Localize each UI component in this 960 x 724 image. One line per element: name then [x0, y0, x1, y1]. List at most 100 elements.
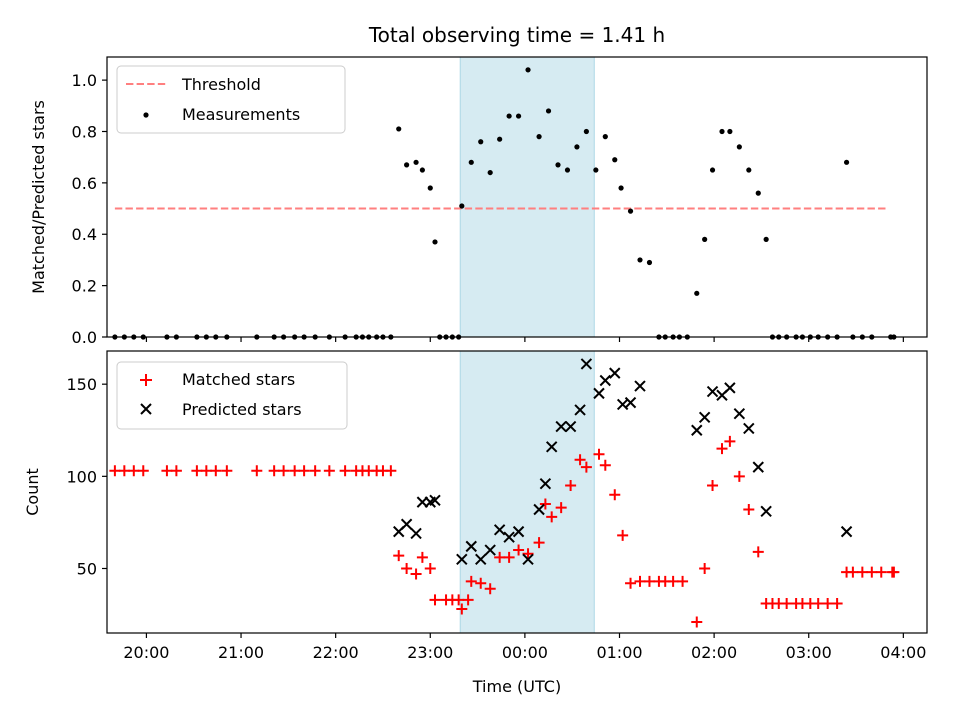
matched-star-point — [888, 566, 900, 578]
matched-star-point — [191, 465, 203, 477]
x-tick-label: 22:00 — [313, 643, 359, 662]
matched-star-point — [609, 489, 621, 501]
predicted-star-point — [475, 553, 487, 565]
top-y-tick-label: 0.2 — [72, 277, 97, 296]
measurement-point — [396, 126, 402, 132]
top-y-axis: 0.0 0.2 0.4 0.6 0.8 1.0 — [72, 71, 107, 347]
matched-star-point — [410, 568, 422, 580]
predicted-star-point — [484, 544, 496, 556]
legend-matched-swatch — [140, 374, 152, 386]
predicted-star-point — [465, 540, 477, 553]
matched-star-point — [289, 465, 301, 477]
matched-star-point — [822, 598, 834, 610]
top-x-axis — [145, 337, 904, 342]
matched-star-point — [453, 594, 465, 606]
bottom-y-axis: 50 100 150 — [66, 375, 107, 578]
matched-star-point — [278, 465, 290, 477]
matched-star-point — [475, 577, 487, 589]
matched-star-point — [733, 470, 745, 482]
predicted-star-point — [840, 525, 853, 538]
predicted-star-point — [564, 420, 577, 433]
predicted-star-point — [512, 525, 525, 538]
predicted-star-point — [752, 461, 764, 473]
matched-star-point — [634, 575, 646, 587]
legend-matched-label: Matched stars — [182, 370, 295, 389]
measurement-point — [413, 159, 419, 165]
top-axes-frame — [106, 56, 928, 338]
top-legend-box — [116, 65, 346, 134]
matched-star-point — [128, 465, 140, 477]
matched-star-point — [533, 537, 545, 549]
x-tick-label: 23:00 — [407, 643, 453, 662]
predicted-star-point — [580, 358, 593, 370]
bottom-y-tick-label: 100 — [66, 467, 97, 486]
matched-star-point — [513, 544, 525, 556]
x-tick-label: 01:00 — [596, 643, 642, 662]
matched-star-point — [503, 551, 515, 563]
measurement-point — [646, 259, 653, 266]
measurement-point — [843, 159, 850, 165]
measurement-point — [602, 134, 608, 140]
x-tick-label: 21:00 — [218, 643, 264, 662]
matched-star-point — [268, 465, 280, 477]
predicted-star-point — [400, 518, 413, 530]
matched-star-point — [812, 598, 824, 610]
matched-star-point — [847, 566, 859, 578]
matched-star-point — [831, 598, 843, 610]
legend-predicted-swatch — [140, 403, 152, 415]
predicted-star-point — [724, 382, 736, 394]
measurement-point — [763, 236, 769, 242]
predicted-star-point — [593, 387, 605, 400]
measurement-point — [427, 185, 433, 191]
matched-star-point — [385, 465, 397, 477]
predicted-star-point — [691, 424, 703, 436]
matched-star-point — [109, 465, 121, 477]
predicted-star-point — [555, 420, 567, 433]
matched-star-point — [752, 546, 764, 558]
matched-star-point — [599, 459, 611, 471]
predicted-star-point — [743, 422, 755, 435]
predicted-star-point — [533, 503, 545, 516]
measurement-point — [525, 67, 531, 73]
measurement-point — [627, 208, 634, 214]
top-legend: Threshold Measurements — [116, 65, 346, 134]
matched-stars-points — [109, 435, 900, 628]
measurement-point — [497, 136, 503, 142]
legend-measurements-swatch — [143, 112, 149, 118]
measurement-point — [618, 185, 624, 191]
chart-title: Total observing time = 1.41 h — [368, 23, 665, 47]
matched-star-point — [424, 562, 436, 574]
measurement-point — [432, 239, 438, 245]
matched-star-point — [429, 594, 441, 606]
matched-star-point — [309, 465, 321, 477]
predicted-star-point — [698, 411, 711, 424]
measurement-point — [583, 128, 589, 135]
measurement-point — [536, 134, 542, 140]
measurement-point — [719, 128, 725, 135]
matched-star-point — [522, 548, 534, 560]
matched-star-point — [161, 465, 173, 477]
measurement-point — [478, 139, 484, 145]
matched-star-point — [137, 465, 149, 477]
top-y-tick-label: 0.6 — [72, 174, 97, 193]
matched-star-point — [625, 577, 637, 589]
matched-star-point — [565, 480, 577, 492]
matched-star-point — [580, 461, 592, 473]
matched-star-point — [677, 575, 689, 587]
matched-star-point — [724, 435, 736, 447]
bottom-legend: Matched stars Predicted stars — [116, 361, 348, 430]
measurement-point — [459, 203, 465, 209]
matched-star-point — [416, 551, 428, 563]
measurement-point — [755, 190, 761, 196]
matched-star-point — [856, 566, 868, 578]
measurement-point — [404, 162, 410, 168]
matched-star-point — [875, 566, 887, 578]
top-y-axis-label: Matched/Predicted stars — [29, 100, 48, 294]
matched-star-point — [251, 465, 263, 477]
matched-star-point — [210, 465, 222, 477]
matched-star-point — [707, 480, 719, 492]
predicted-stars-points — [393, 358, 853, 565]
matched-star-point — [555, 502, 567, 514]
measurement-point — [694, 290, 700, 296]
predicted-star-point — [503, 531, 515, 543]
